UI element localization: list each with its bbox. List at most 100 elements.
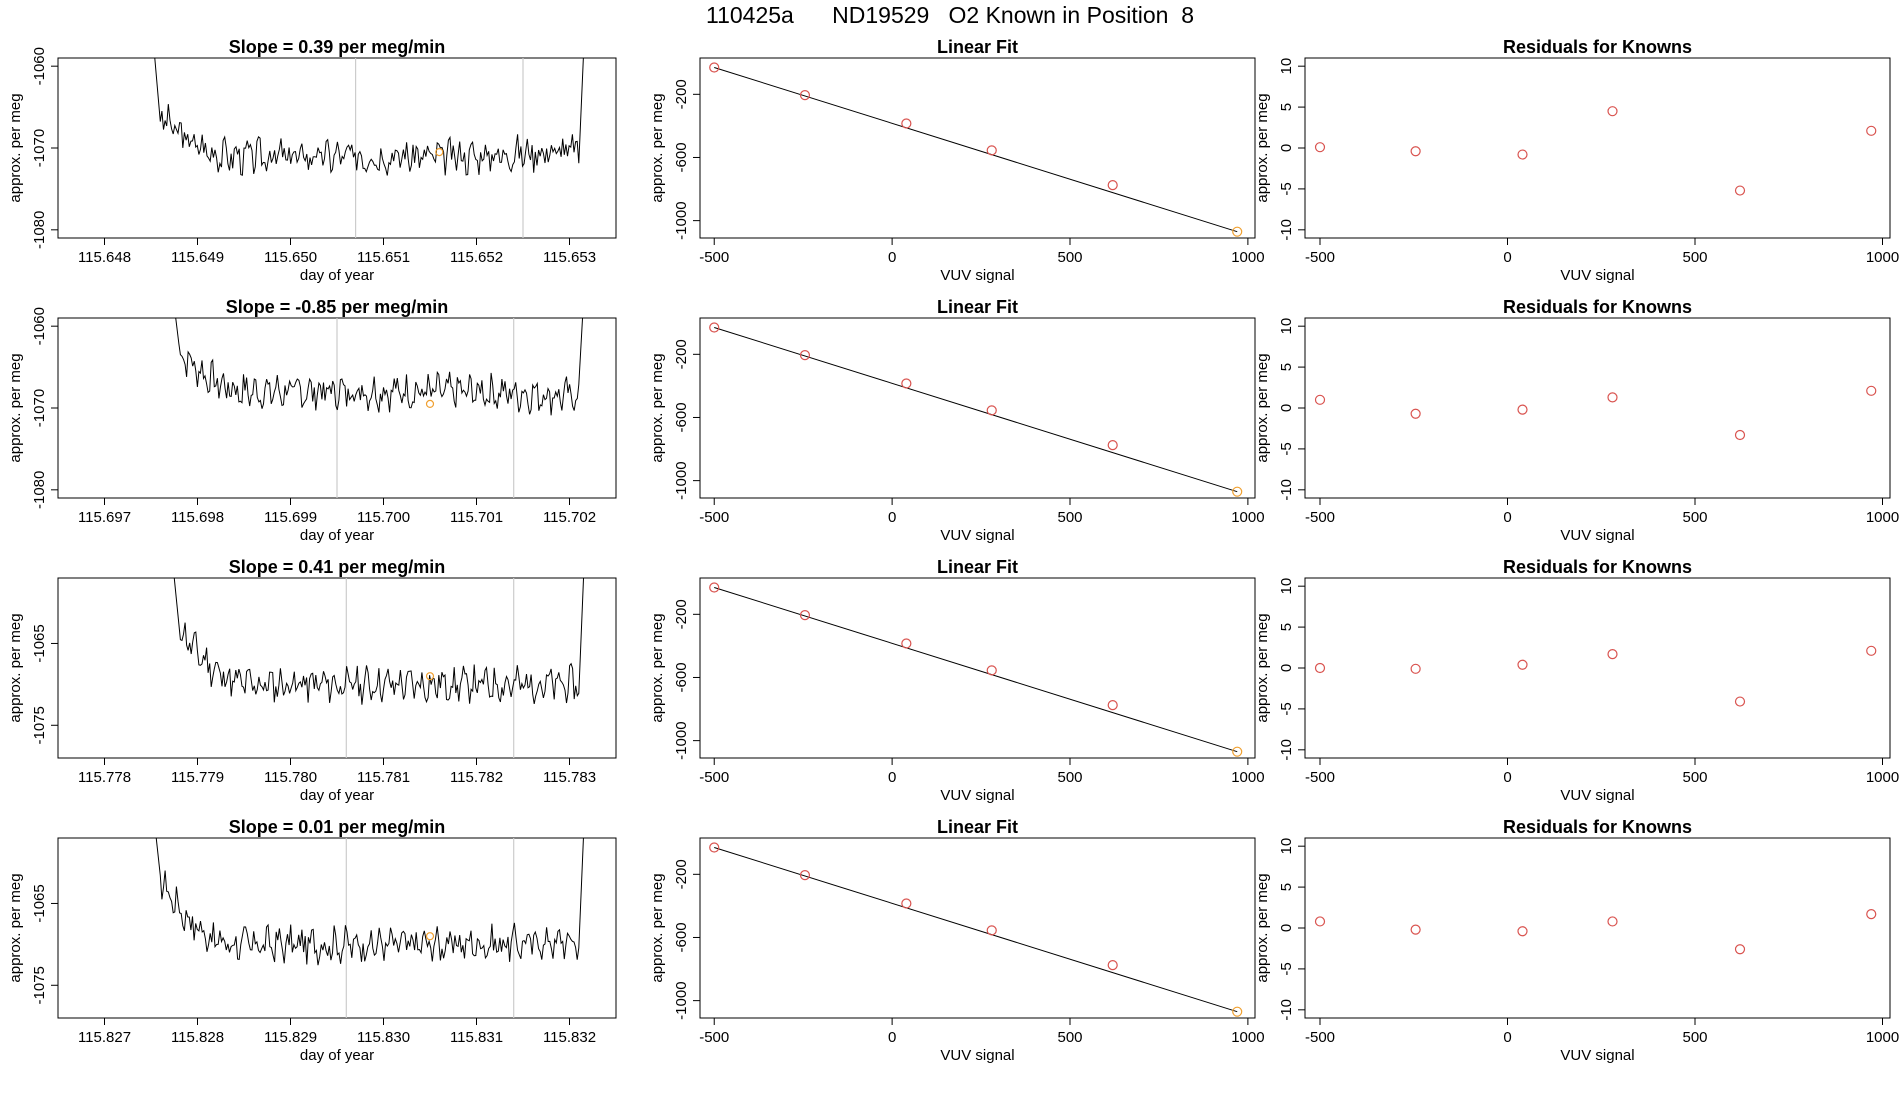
panel-title: Slope = 0.01 per meg/min bbox=[229, 817, 446, 837]
y-tick-label: 5 bbox=[1278, 883, 1295, 891]
x-tick-label: -500 bbox=[1305, 509, 1335, 526]
x-tick-label: 115.829 bbox=[264, 1029, 317, 1046]
panel-title: Linear Fit bbox=[937, 297, 1018, 317]
x-tick-label: 0 bbox=[1503, 1029, 1511, 1046]
x-tick-label: -500 bbox=[699, 249, 729, 266]
y-axis-label: approx. per meg bbox=[1254, 353, 1271, 462]
plot-area bbox=[175, 318, 584, 498]
panel-title: Linear Fit bbox=[937, 557, 1018, 577]
data-point bbox=[901, 898, 912, 909]
data-point bbox=[1734, 429, 1746, 441]
data-point bbox=[1866, 908, 1877, 920]
highlight-point bbox=[1232, 746, 1243, 757]
data-trace bbox=[155, 838, 584, 966]
plot-area bbox=[709, 842, 1243, 1017]
plot-frame bbox=[57, 577, 617, 759]
data-point bbox=[709, 62, 720, 73]
page-title: 110425a ND19529 O2 Known in Position 8 bbox=[706, 2, 1194, 28]
plot-area bbox=[709, 582, 1243, 757]
data-point bbox=[1314, 916, 1326, 927]
x-tick-label: 115.779 bbox=[171, 769, 224, 786]
data-point bbox=[799, 870, 811, 881]
data-point bbox=[1107, 700, 1118, 711]
linear-fit-panel-0: Linear Fit -500 0 500 1000 -200 -600 -1000 VUV s… bbox=[649, 37, 1265, 284]
time-series-panel-2: Slope = 0.41 per meg/min 115.778 115.779 11… bbox=[7, 557, 617, 804]
y-tick-label: -1065 bbox=[31, 884, 48, 922]
data-point bbox=[1107, 440, 1118, 451]
data-point bbox=[1410, 924, 1421, 935]
data-point bbox=[901, 638, 912, 649]
y-tick-label: 10 bbox=[1278, 838, 1295, 855]
panel-title: Linear Fit bbox=[937, 37, 1018, 57]
x-tick-label: 500 bbox=[1057, 1029, 1082, 1046]
plot-frame bbox=[699, 57, 1256, 239]
y-tick-label: -1080 bbox=[31, 211, 48, 249]
x-tick-label: 115.652 bbox=[450, 249, 503, 266]
x-tick-label: -500 bbox=[1305, 1029, 1335, 1046]
data-point bbox=[986, 145, 997, 156]
x-tick-label: 115.648 bbox=[78, 249, 131, 266]
x-tick-label: 500 bbox=[1057, 769, 1082, 786]
fit-line bbox=[714, 586, 1238, 753]
y-tick-label: -1075 bbox=[31, 966, 48, 1004]
y-tick-label: -1080 bbox=[31, 471, 48, 509]
x-tick-label: 500 bbox=[1057, 509, 1082, 526]
linear-fit-panel-3: Linear Fit -500 0 500 1000 -200 -600 -1000 VUV s… bbox=[649, 817, 1265, 1064]
plot-frame bbox=[699, 317, 1256, 499]
data-point bbox=[1607, 648, 1618, 660]
plot-area bbox=[1314, 645, 1877, 707]
x-tick-label: 115.781 bbox=[357, 769, 410, 786]
y-tick-label: 10 bbox=[1278, 58, 1295, 75]
y-tick-label: -5 bbox=[1278, 962, 1295, 975]
data-trace bbox=[175, 318, 584, 416]
x-tick-label: 115.827 bbox=[78, 1029, 131, 1046]
x-tick-label: 115.699 bbox=[264, 509, 317, 526]
x-tick-label: -500 bbox=[699, 509, 729, 526]
data-point bbox=[1734, 944, 1746, 955]
data-point bbox=[1517, 149, 1528, 160]
x-tick-label: 115.701 bbox=[450, 509, 503, 526]
data-point bbox=[709, 582, 720, 593]
time-series-panel-1: Slope = -0.85 per meg/min 115.697 115.698 1… bbox=[7, 297, 617, 544]
data-point bbox=[1410, 408, 1421, 419]
data-point bbox=[1107, 180, 1118, 191]
y-tick-label: -1060 bbox=[31, 307, 48, 345]
y-tick-label: 0 bbox=[1278, 664, 1295, 672]
y-tick-label: 0 bbox=[1278, 144, 1295, 152]
plot-area bbox=[1314, 385, 1877, 441]
x-axis-label: day of year bbox=[300, 787, 374, 804]
x-tick-label: 115.697 bbox=[78, 509, 131, 526]
data-point bbox=[799, 90, 811, 101]
x-tick-label: 115.698 bbox=[171, 509, 224, 526]
x-tick-label: -500 bbox=[1305, 769, 1335, 786]
x-axis-label: VUV signal bbox=[940, 267, 1014, 284]
x-axis-label: VUV signal bbox=[940, 787, 1014, 804]
data-point bbox=[1410, 146, 1421, 157]
y-axis-label: approx. per meg bbox=[649, 93, 666, 202]
data-point bbox=[1410, 663, 1421, 674]
y-tick-label: -600 bbox=[673, 922, 690, 952]
y-tick-label: 5 bbox=[1278, 623, 1295, 631]
linear-fit-panel-1: Linear Fit -500 0 500 1000 -200 -600 -1000 VUV s… bbox=[649, 297, 1265, 544]
x-tick-label: 115.700 bbox=[357, 509, 410, 526]
data-point bbox=[1607, 392, 1618, 403]
plot-area bbox=[1314, 106, 1877, 196]
x-tick-label: 115.650 bbox=[264, 249, 317, 266]
highlight-point bbox=[1232, 1006, 1243, 1017]
x-tick-label: 500 bbox=[1057, 249, 1082, 266]
x-tick-label: 0 bbox=[888, 509, 896, 526]
y-tick-label: 5 bbox=[1278, 363, 1295, 371]
y-tick-label: -10 bbox=[1278, 219, 1295, 241]
residuals-panel-1: Residuals for Knowns -500 0 500 1000 10 5 0 -5 -1… bbox=[1254, 297, 1899, 544]
x-tick-label: 0 bbox=[888, 1029, 896, 1046]
x-tick-label: 0 bbox=[1503, 509, 1511, 526]
panel-title: Residuals for Knowns bbox=[1503, 37, 1692, 57]
data-point bbox=[1866, 125, 1877, 136]
fit-line bbox=[714, 66, 1238, 233]
x-axis-label: VUV signal bbox=[1560, 527, 1634, 544]
x-tick-label: 500 bbox=[1682, 509, 1707, 526]
y-tick-label: -10 bbox=[1278, 999, 1295, 1021]
y-axis-label: approx. per meg bbox=[7, 873, 24, 982]
x-axis-label: VUV signal bbox=[940, 527, 1014, 544]
y-axis-label: approx. per meg bbox=[7, 93, 24, 202]
